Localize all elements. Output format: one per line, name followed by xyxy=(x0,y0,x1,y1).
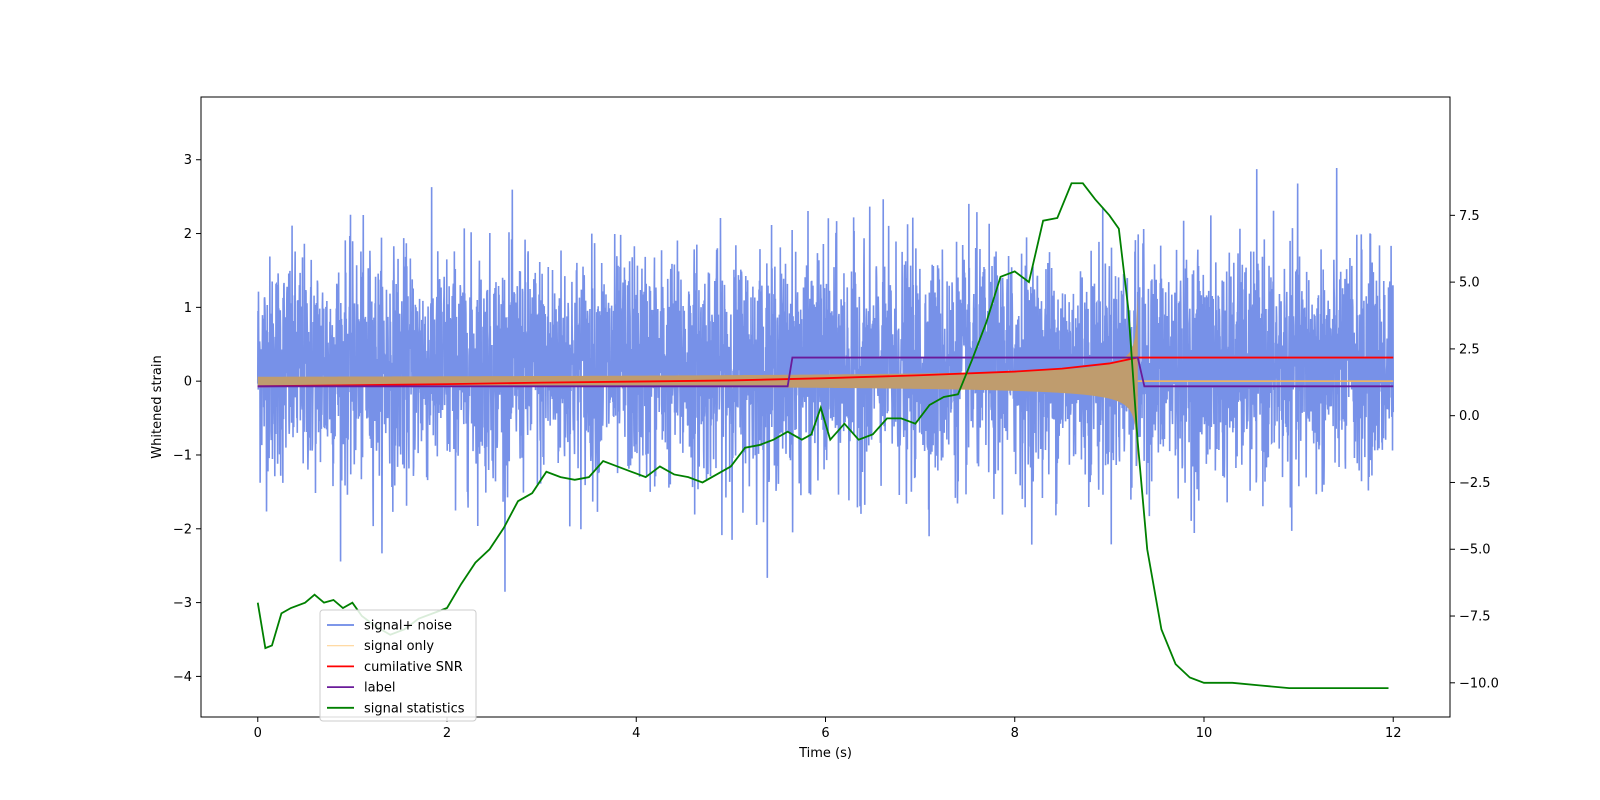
legend-entry: signal+ noise xyxy=(364,619,452,634)
series-cumilative-snr-line xyxy=(257,356,1394,388)
series-label-line xyxy=(257,356,1394,388)
legend: signal+ noise signal only cumilative SNR la… xyxy=(319,609,477,722)
legend-entry: cumilative SNR xyxy=(364,660,463,675)
axis-ticks: 0 2 4 6 8 10 123210−1−2−3−47.55.02.50.0−2.5−5.… xyxy=(173,153,1499,741)
y-tick-label: 1 xyxy=(184,301,192,316)
y-tick-label: −3 xyxy=(173,596,192,611)
y2-tick-label: 5.0 xyxy=(1459,276,1480,291)
y2-tick-label: 7.5 xyxy=(1459,209,1480,224)
y-tick-label: 2 xyxy=(184,227,192,242)
x-tick-label: 4 xyxy=(632,726,640,741)
y2-tick-label: −7.5 xyxy=(1459,610,1491,625)
x-tick-label: 12 xyxy=(1385,726,1402,741)
x-tick-label: 8 xyxy=(1011,726,1019,741)
legend-entry: signal statistics xyxy=(364,701,465,716)
y2-tick-label: −10.0 xyxy=(1459,676,1499,691)
series-signal-noise-line xyxy=(256,168,1395,592)
legend-box xyxy=(319,609,477,722)
y-axis-label: Whitened strain xyxy=(150,355,165,458)
y-tick-label: −1 xyxy=(173,448,192,463)
legend-entry: signal only xyxy=(364,639,434,654)
y2-tick-label: 0.0 xyxy=(1459,409,1480,424)
y2-tick-label: −2.5 xyxy=(1459,476,1491,491)
y-tick-label: 3 xyxy=(184,153,192,168)
x-tick-label: 6 xyxy=(821,726,829,741)
x-tick-label: 0 xyxy=(254,726,262,741)
legend-entry: label xyxy=(364,681,395,696)
y-tick-label: −4 xyxy=(173,670,192,685)
x-tick-label: 2 xyxy=(443,726,451,741)
y-tick-label: 0 xyxy=(184,375,192,390)
y2-tick-label: −5.0 xyxy=(1459,543,1491,558)
y-tick-label: −2 xyxy=(173,522,192,537)
x-tick-label: 10 xyxy=(1196,726,1213,741)
y2-tick-label: 2.5 xyxy=(1459,342,1480,357)
x-axis-label: Time (s) xyxy=(798,746,852,761)
